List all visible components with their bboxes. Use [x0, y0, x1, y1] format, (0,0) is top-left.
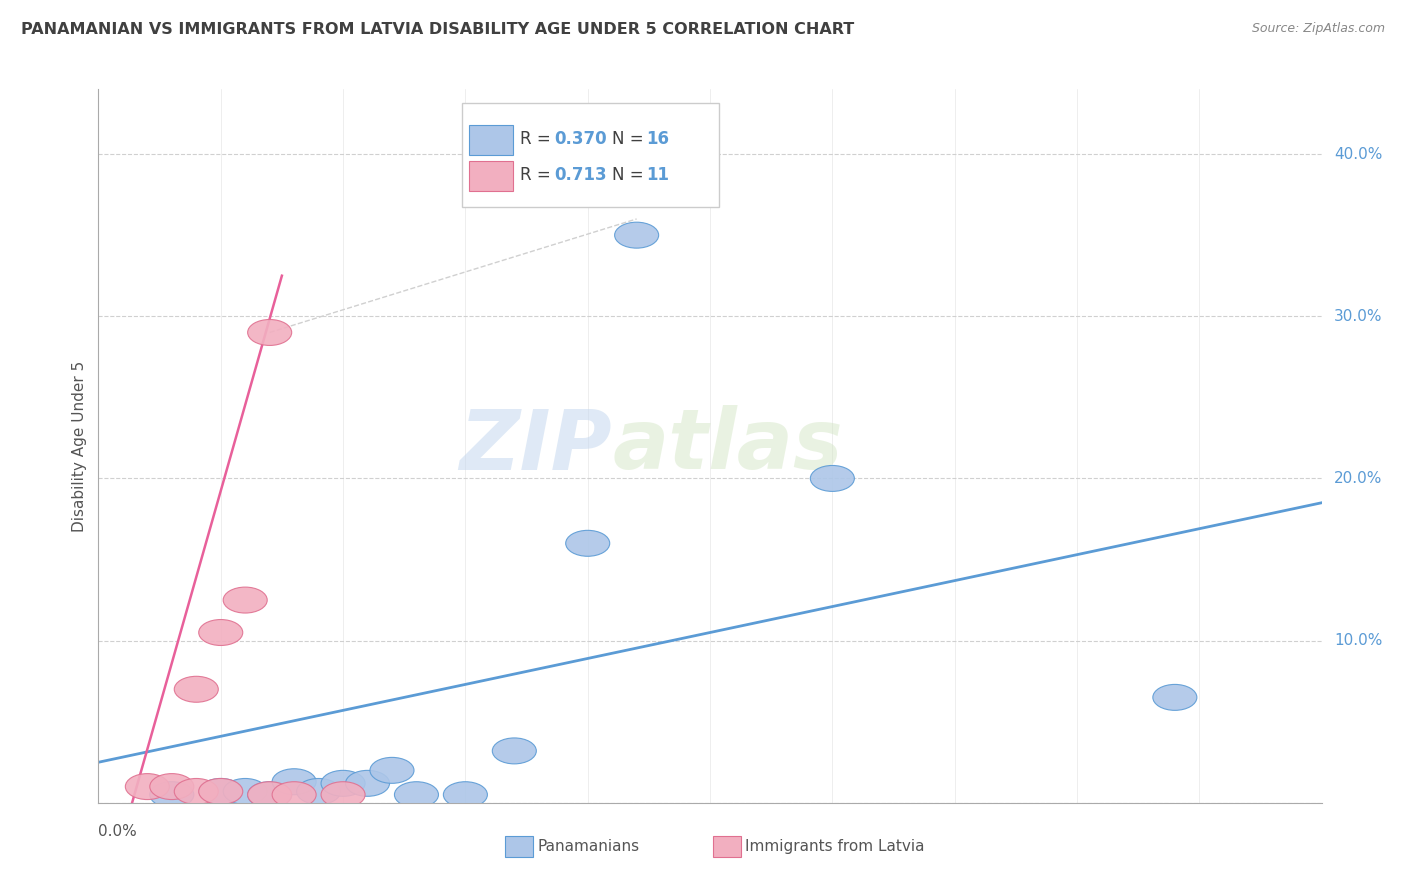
Ellipse shape: [321, 781, 366, 807]
Text: 11: 11: [647, 166, 669, 184]
Text: 10.0%: 10.0%: [1334, 633, 1382, 648]
Ellipse shape: [614, 222, 658, 248]
Ellipse shape: [346, 771, 389, 797]
Ellipse shape: [198, 779, 243, 805]
Text: PANAMANIAN VS IMMIGRANTS FROM LATVIA DISABILITY AGE UNDER 5 CORRELATION CHART: PANAMANIAN VS IMMIGRANTS FROM LATVIA DIS…: [21, 22, 855, 37]
Text: 20.0%: 20.0%: [1334, 471, 1382, 486]
Text: N =: N =: [612, 166, 650, 184]
Text: N =: N =: [612, 130, 650, 148]
Ellipse shape: [125, 773, 169, 799]
Ellipse shape: [198, 779, 243, 805]
Ellipse shape: [492, 738, 536, 764]
Ellipse shape: [810, 466, 855, 491]
Text: 0.0%: 0.0%: [98, 824, 138, 839]
Text: 16: 16: [647, 130, 669, 148]
Ellipse shape: [273, 781, 316, 807]
Ellipse shape: [370, 757, 413, 783]
FancyBboxPatch shape: [470, 161, 513, 191]
Ellipse shape: [247, 781, 291, 807]
Ellipse shape: [150, 773, 194, 799]
Ellipse shape: [174, 676, 218, 702]
Text: R =: R =: [520, 130, 557, 148]
Text: 40.0%: 40.0%: [1334, 146, 1382, 161]
Text: 30.0%: 30.0%: [1334, 309, 1382, 324]
Text: Source: ZipAtlas.com: Source: ZipAtlas.com: [1251, 22, 1385, 36]
Text: R =: R =: [520, 166, 557, 184]
Text: atlas: atlas: [612, 406, 842, 486]
Ellipse shape: [321, 771, 366, 797]
Ellipse shape: [198, 620, 243, 646]
Ellipse shape: [174, 779, 218, 805]
Ellipse shape: [150, 781, 194, 807]
Text: Immigrants from Latvia: Immigrants from Latvia: [745, 839, 925, 854]
Ellipse shape: [273, 769, 316, 795]
Ellipse shape: [247, 781, 291, 807]
Ellipse shape: [247, 319, 291, 345]
Ellipse shape: [297, 779, 340, 805]
Text: 0.370: 0.370: [555, 130, 607, 148]
FancyBboxPatch shape: [470, 125, 513, 155]
Ellipse shape: [1153, 684, 1197, 710]
Ellipse shape: [443, 781, 488, 807]
Ellipse shape: [224, 587, 267, 613]
Ellipse shape: [224, 779, 267, 805]
Y-axis label: Disability Age Under 5: Disability Age Under 5: [72, 360, 87, 532]
Text: ZIP: ZIP: [460, 406, 612, 486]
Text: Panamanians: Panamanians: [537, 839, 640, 854]
Text: 0.713: 0.713: [555, 166, 607, 184]
Ellipse shape: [565, 531, 610, 557]
Ellipse shape: [395, 781, 439, 807]
FancyBboxPatch shape: [461, 103, 718, 207]
